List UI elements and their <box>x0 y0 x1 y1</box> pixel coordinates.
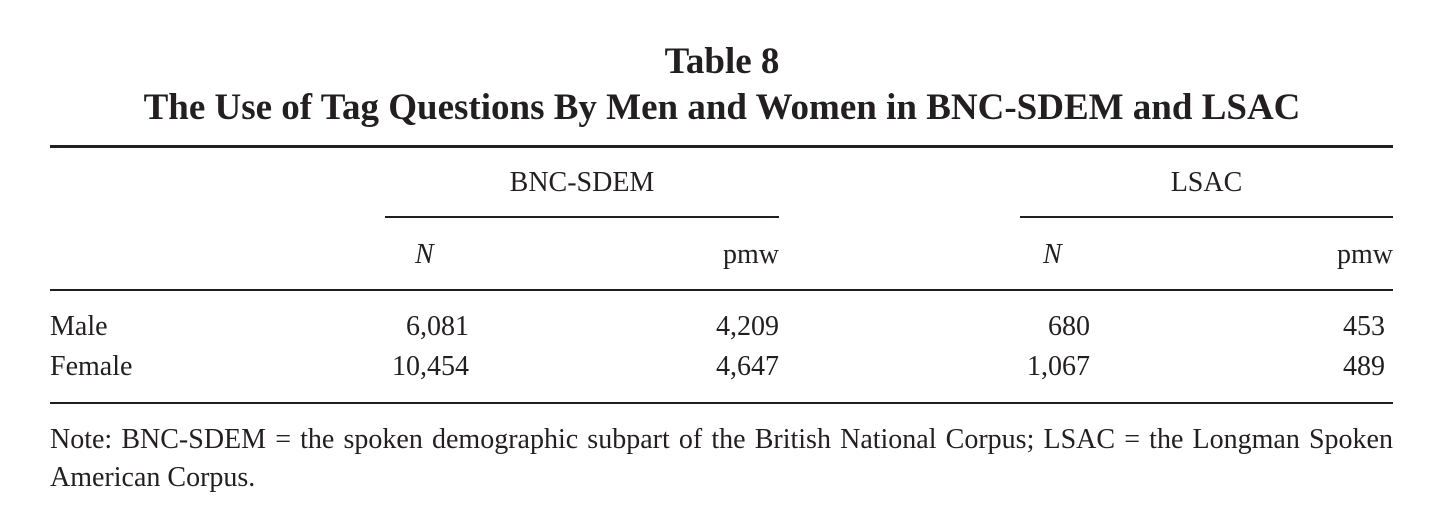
group-rule-bnc <box>385 216 779 218</box>
table-number: Table 8 <box>664 41 780 82</box>
row-label: Female <box>50 351 133 382</box>
group-header-lsac: LSAC <box>1170 167 1243 198</box>
subheader-lsac-pmw: pmw <box>1337 239 1393 270</box>
subheader-bnc-pmw: pmw <box>723 239 779 270</box>
table-title: The Use of Tag Questions By Men and Wome… <box>143 87 1301 128</box>
cell: 680 <box>1048 311 1090 342</box>
row-label: Male <box>50 311 108 342</box>
group-rule-lsac <box>1020 216 1393 218</box>
subheader-lsac-n: N <box>1043 239 1062 270</box>
subheader-bnc-n: N <box>415 239 434 270</box>
cell: 453 <box>1343 311 1385 342</box>
bottom-rule <box>50 402 1393 404</box>
cell: 4,647 <box>716 351 779 382</box>
top-rule <box>50 145 1393 148</box>
cell: 489 <box>1343 351 1385 382</box>
group-header-bnc: BNC-SDEM <box>509 167 655 198</box>
table-note: Note: BNC-SDEM = the spoken demographic … <box>50 424 1393 493</box>
header-rule <box>50 289 1393 291</box>
cell: 10,454 <box>392 351 469 382</box>
cell: 1,067 <box>1027 351 1090 382</box>
cell: 6,081 <box>406 311 469 342</box>
cell: 4,209 <box>716 311 779 342</box>
